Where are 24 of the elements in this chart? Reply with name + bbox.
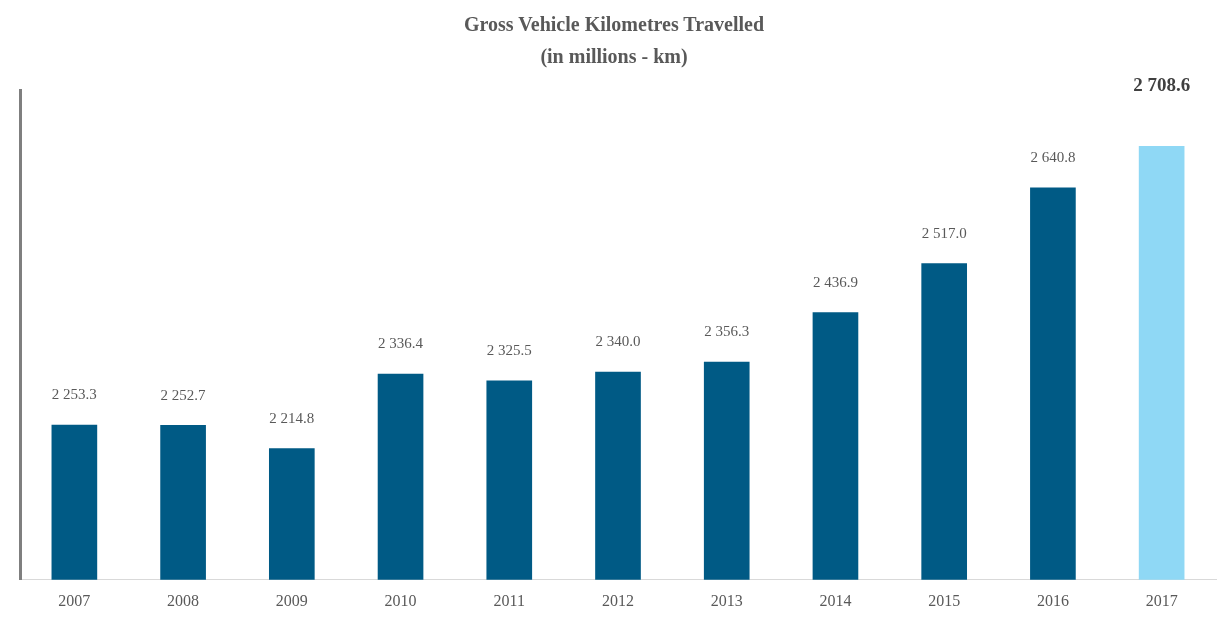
data-label: 2 336.4 — [378, 335, 424, 352]
x-tick-label: 2007 — [58, 591, 91, 609]
data-label: 2 325.5 — [486, 341, 532, 358]
data-label: 2 436.9 — [812, 273, 858, 290]
x-tick-label: 2016 — [1036, 591, 1069, 609]
data-label: 2 340.0 — [595, 333, 641, 350]
data-label: 2 214.8 — [269, 409, 315, 426]
chart-subtitle: (in millions - km) — [540, 45, 688, 69]
x-tick-label: 2008 — [167, 591, 200, 609]
x-tick-label: 2010 — [384, 591, 417, 609]
data-label: 2 517.0 — [921, 224, 967, 241]
x-tick-label: 2011 — [493, 591, 525, 609]
x-tick-label: 2017 — [1145, 591, 1178, 609]
x-tick-label: 2014 — [819, 591, 852, 609]
data-label: 2 253.3 — [51, 386, 97, 403]
data-label: 2 252.7 — [160, 386, 207, 403]
x-tick-label: 2012 — [602, 591, 634, 609]
x-tick-label: 2013 — [710, 591, 743, 609]
x-tick-label: 2009 — [275, 591, 308, 609]
data-label: 2 640.8 — [1030, 148, 1076, 165]
x-tick-label: 2015 — [928, 591, 961, 609]
data-label: 2 356.3 — [704, 323, 750, 340]
chart-title: Gross Vehicle Kilometres Travelled — [463, 13, 765, 36]
data-label: 2 708.6 — [1133, 74, 1191, 96]
